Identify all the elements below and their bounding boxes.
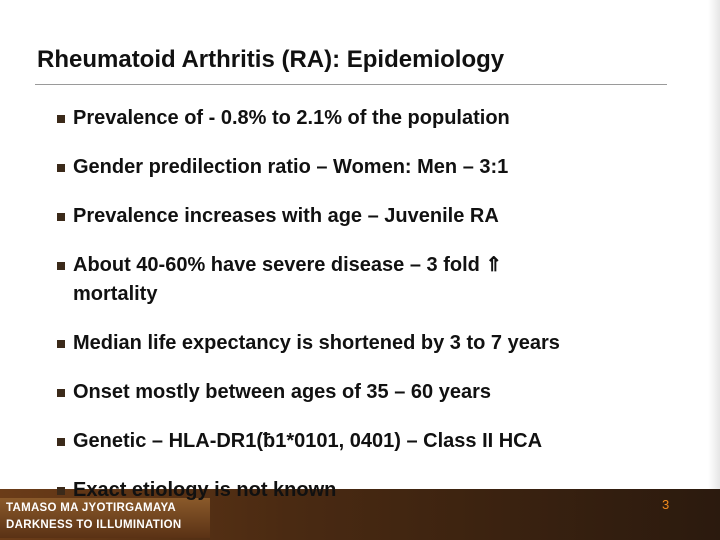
page-number: 3 <box>662 497 670 512</box>
bullet: About 40-60% have severe disease – 3 fol… <box>57 251 573 309</box>
bullet: Prevalence of - 0.8% to 2.1% of the popu… <box>57 104 673 133</box>
bullet: Exact etiology is not known <box>57 476 673 505</box>
edge-stripe <box>708 0 720 540</box>
bullet: Genetic – HLA-DR1(ƀ1*0101, 0401) – Class… <box>57 427 673 456</box>
bullet: Median life expectancy is shortened by 3… <box>57 329 673 358</box>
bullet: Prevalence increases with age – Juvenile… <box>57 202 673 231</box>
slide-title: Rheumatoid Arthritis (RA): Epidemiology <box>37 46 505 73</box>
footer-line: DARKNESS TO ILLUMINATION <box>6 519 182 531</box>
bullet-list: Prevalence of - 0.8% to 2.1% of the popu… <box>57 104 673 525</box>
footer-line: TAMASO MA JYOTIRGAMAYA <box>6 502 176 514</box>
bullet: Gender predilection ratio – Women: Men –… <box>57 153 673 182</box>
bullet: Onset mostly between ages of 35 – 60 yea… <box>57 378 673 407</box>
title-rule <box>35 84 667 85</box>
footer-logo-band: TAMASO MA JYOTIRGAMAYA DARKNESS TO ILLUM… <box>0 498 210 538</box>
